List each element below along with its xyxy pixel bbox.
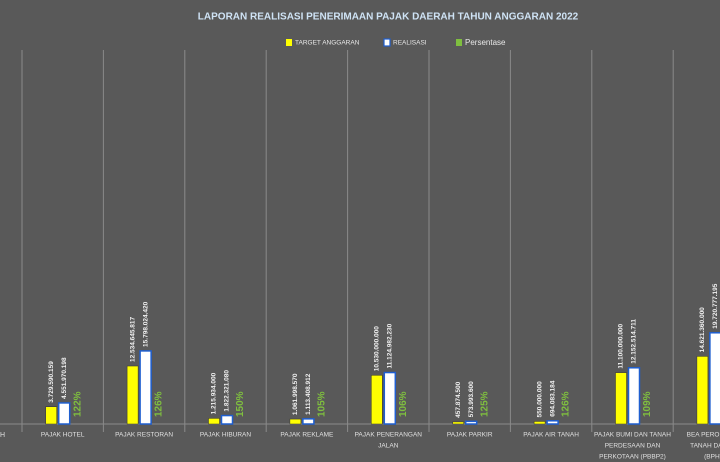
value-label: 11.100.000.000	[618, 323, 625, 368]
bar	[220, 414, 234, 425]
x-tick-label: PERDESAAN DAN	[605, 443, 661, 450]
x-tick-label: PAJAK HOTEL	[41, 432, 85, 439]
chart-title: LAPORAN REALISASI PENERIMAAN PAJAK DAERA…	[198, 12, 579, 23]
value-label: 550.000.000	[536, 381, 543, 418]
value-label: 1.113.408.912	[305, 373, 312, 415]
legend-label: TARGET ANGGARAN	[295, 40, 360, 47]
x-tick-label: PAJAK PARKIR	[447, 432, 493, 439]
x-tick-label: PAJAK HIBURAN	[200, 432, 251, 439]
value-label: 4.551.970.198	[61, 357, 68, 399]
value-label: 1.822.321.080	[224, 370, 231, 412]
x-tick-label: PAJAK RESTORAN	[115, 432, 173, 439]
value-label: 15.798.024.420	[142, 301, 149, 347]
bar	[464, 420, 478, 425]
x-tick-label: TANAH DAN BA	[690, 443, 720, 450]
bar	[709, 332, 720, 425]
bar	[546, 420, 559, 425]
bar	[533, 421, 546, 425]
x-tick-label: (BPHT	[704, 454, 720, 461]
bar	[57, 402, 71, 425]
value-label: 457.874.500	[455, 381, 462, 418]
value-label: 10.530.000.000	[374, 326, 381, 372]
x-tick-label: PAJAK AIR TANAH	[523, 432, 579, 439]
x-tick-label: BEA PEROLEHAN	[687, 432, 720, 439]
legend-label: REALISASI	[393, 40, 427, 47]
x-tick-label: JALAN	[378, 443, 399, 450]
percent-label: 105%	[317, 391, 328, 417]
percent-label: 126%	[561, 391, 572, 417]
x-tick-label: PAJAK PENERANGAN	[355, 432, 423, 439]
value-label: 573.993.600	[468, 381, 475, 418]
bar	[289, 418, 302, 425]
percent-label: 122%	[72, 391, 83, 417]
percent-label: 126%	[154, 391, 165, 417]
legend-label: Persentase	[465, 38, 506, 47]
x-tick-label: H	[0, 432, 5, 439]
legend-swatch	[383, 38, 391, 47]
x-tick-label: PAJAK BUMI DAN TANAH	[594, 432, 671, 439]
percent-label: 106%	[398, 391, 409, 417]
value-label: 11.124.982.230	[387, 323, 394, 368]
value-label: 1.215.934.000	[211, 372, 218, 414]
percent-label: 125%	[479, 391, 490, 417]
bar	[627, 367, 641, 425]
bar	[383, 371, 397, 425]
value-label: 694.083.184	[549, 380, 556, 417]
value-label: 12.534.645.817	[129, 316, 136, 362]
value-label: 1.061.998.570	[292, 373, 299, 415]
x-tick-label: PAJAK REKLAME	[280, 432, 334, 439]
value-label: 14.621.360.000	[699, 307, 706, 353]
bar	[208, 418, 220, 425]
legend-swatch	[286, 39, 292, 46]
value-label: 19.720.777.195	[712, 283, 719, 329]
bar	[302, 418, 315, 425]
bar	[452, 421, 464, 425]
bar	[696, 356, 709, 425]
bar	[126, 365, 139, 425]
value-label: 3.729.590.159	[48, 361, 55, 403]
legend-swatch	[456, 39, 462, 46]
value-label: 12.152.514.711	[631, 319, 638, 364]
bar	[615, 372, 627, 425]
x-tick-label: PERKOTAAN (PBBP2)	[599, 454, 666, 461]
bar	[45, 406, 57, 425]
bar	[139, 350, 152, 425]
percent-label: 109%	[642, 391, 653, 417]
bar	[371, 375, 383, 425]
percent-label: 150%	[235, 391, 246, 417]
